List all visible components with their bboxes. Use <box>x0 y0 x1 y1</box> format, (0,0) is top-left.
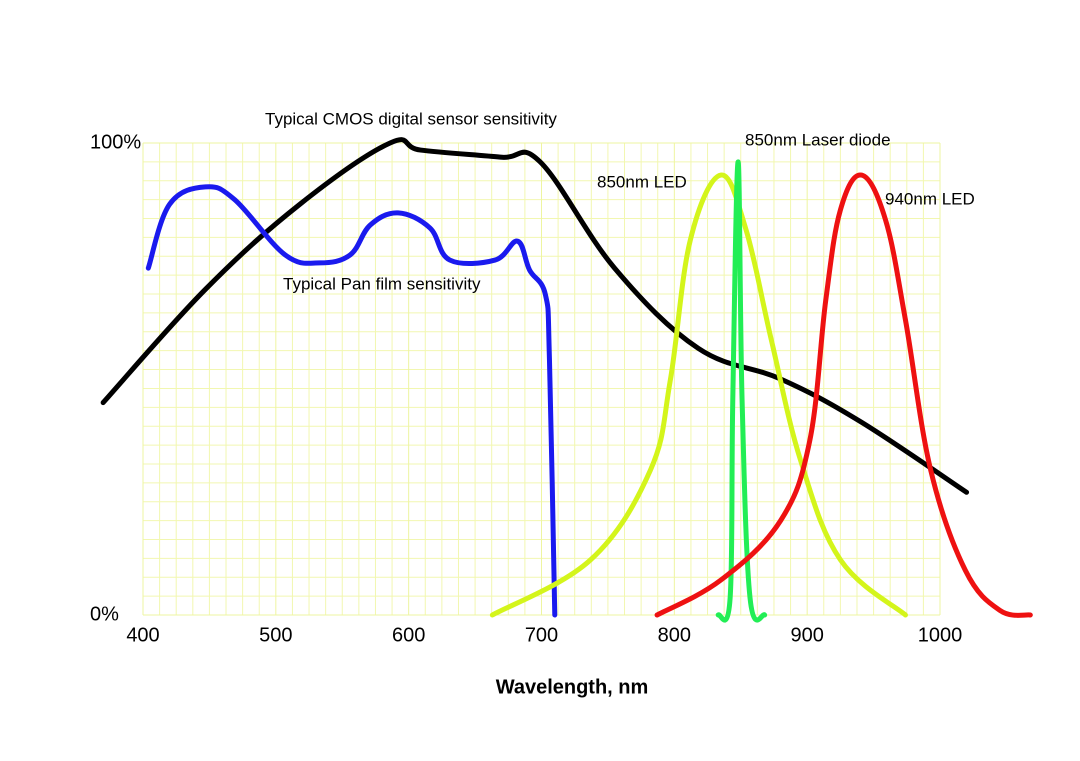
series-line <box>715 159 768 623</box>
x-tick-label: 500 <box>259 624 292 646</box>
x-axis-label: Wavelength, nm <box>496 676 649 698</box>
y-tick-label: 100% <box>90 131 141 153</box>
series-line <box>100 137 970 495</box>
series-label: 850nm LED <box>597 172 687 191</box>
series-label: Typical CMOS digital sensor sensitivity <box>265 109 557 128</box>
x-tick-label: 700 <box>525 624 558 646</box>
x-tick-label: 900 <box>790 624 823 646</box>
series-label: 850nm Laser diode <box>745 130 891 149</box>
series-line <box>145 184 558 618</box>
x-tick-label: 1000 <box>918 624 963 646</box>
series-label: Typical Pan film sensitivity <box>283 274 481 293</box>
x-tick-label: 400 <box>126 624 159 646</box>
series-line <box>489 172 908 618</box>
x-tick-label: 800 <box>658 624 691 646</box>
grid <box>142 142 941 616</box>
series-line <box>654 172 1033 618</box>
x-tick-label: 600 <box>392 624 425 646</box>
series-label: 940nm LED <box>885 189 975 208</box>
y-tick-label: 0% <box>90 603 119 625</box>
